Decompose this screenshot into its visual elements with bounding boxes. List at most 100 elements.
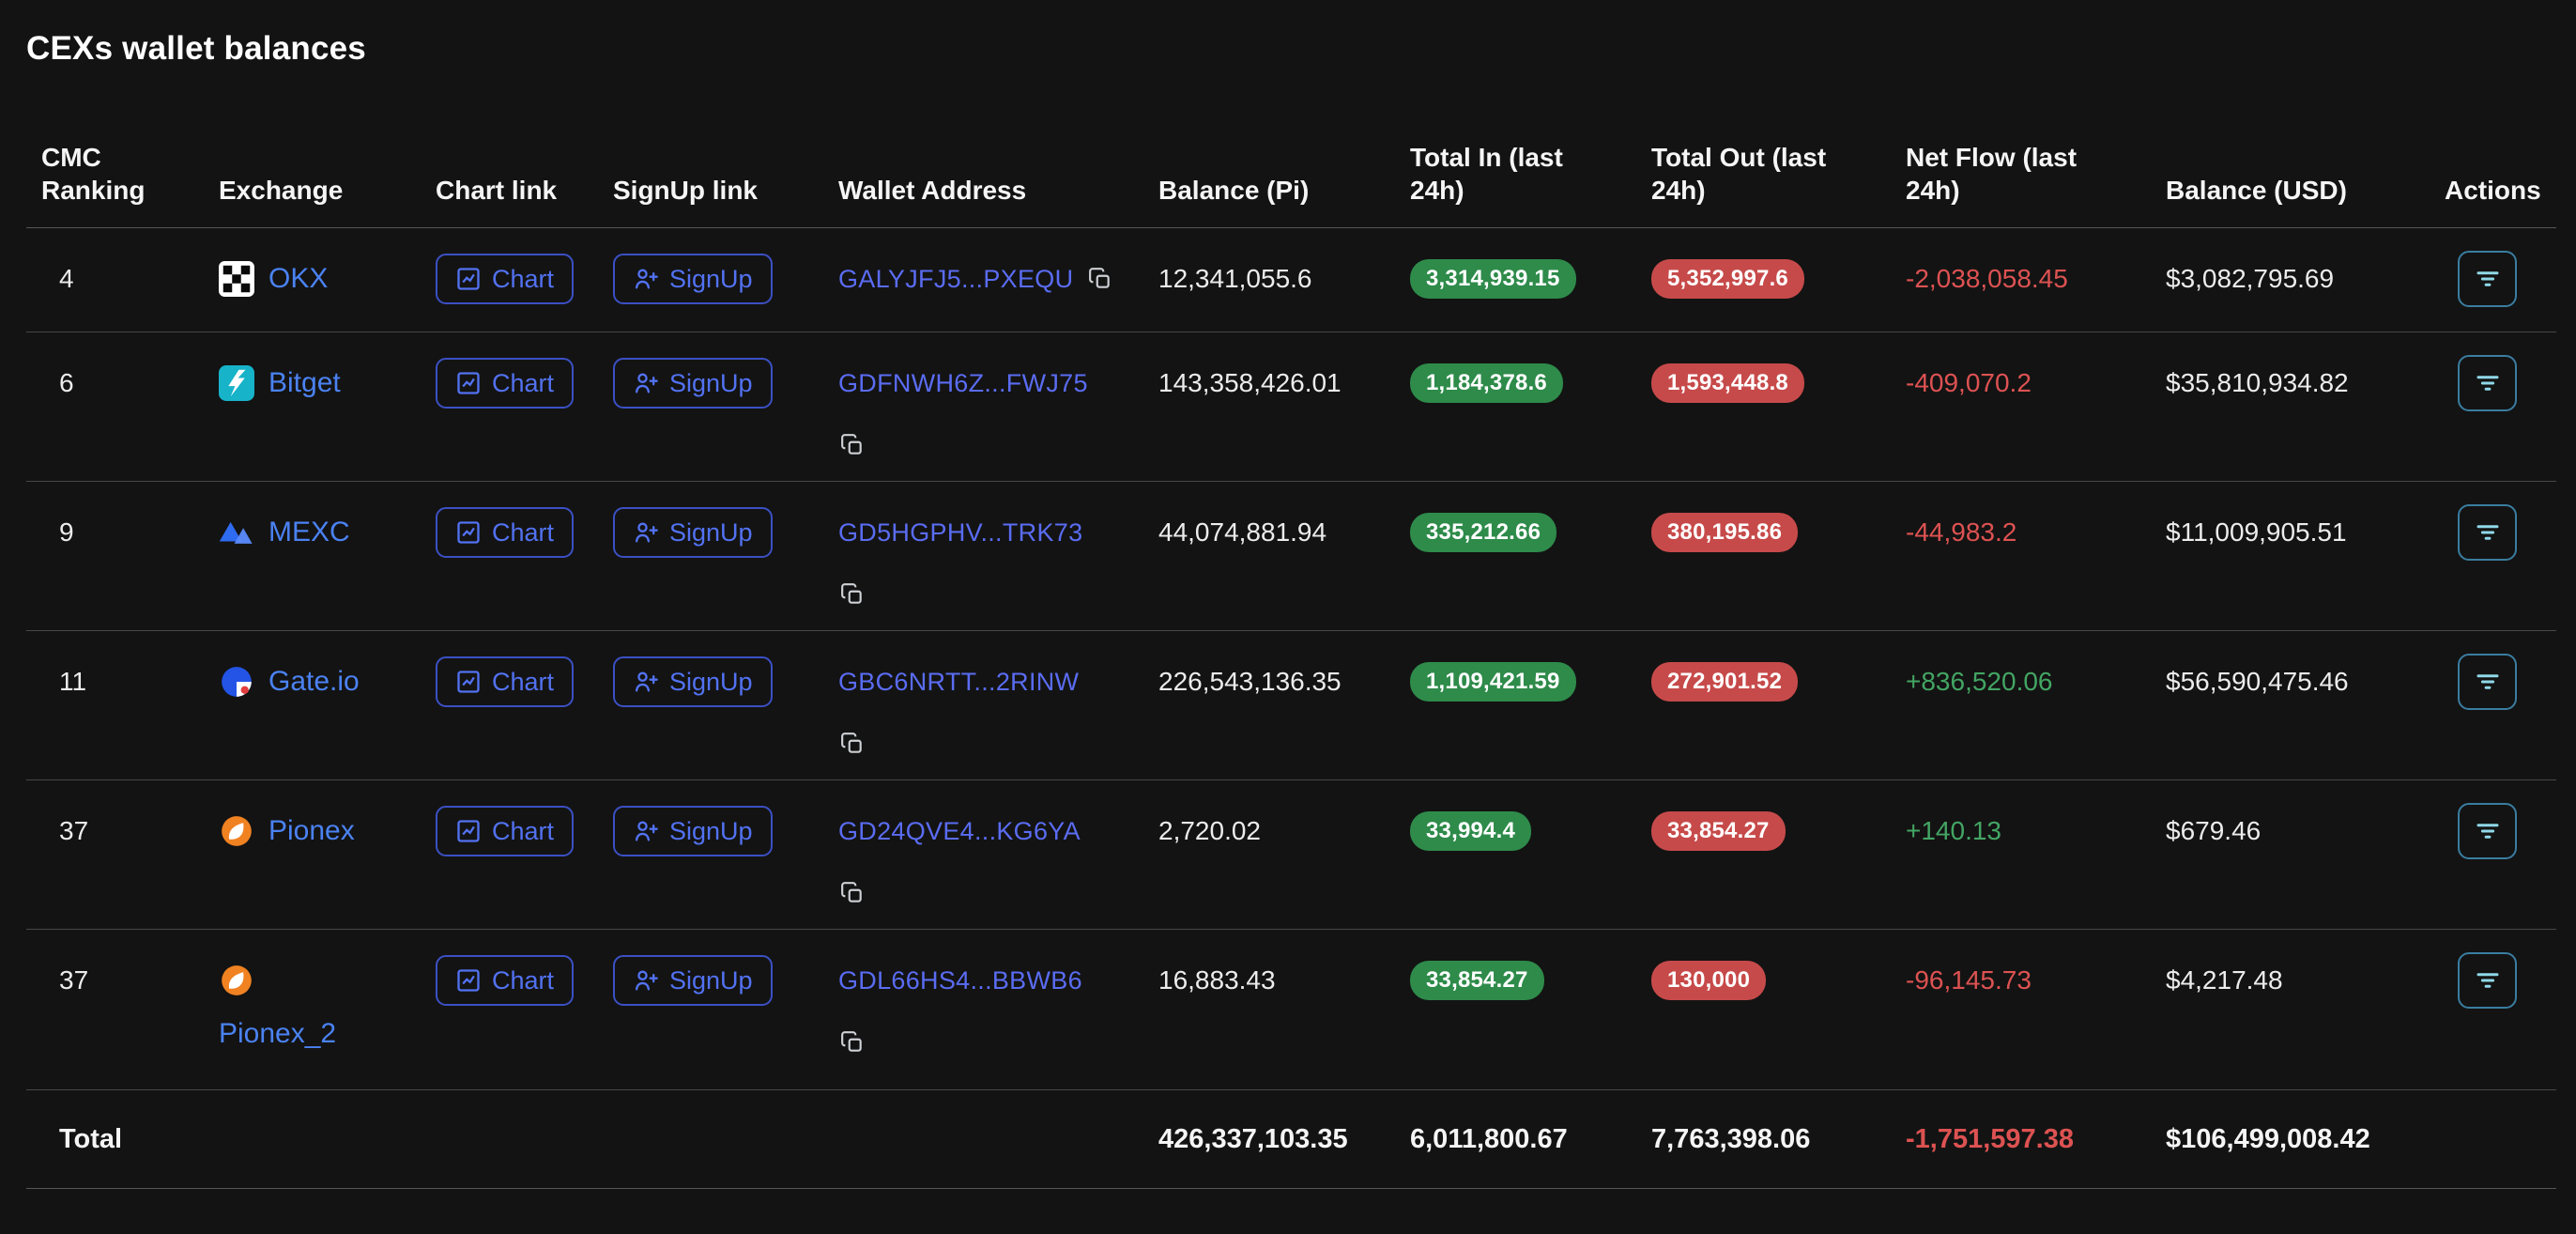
balance-usd-value: $11,009,905.51: [2166, 517, 2347, 547]
person-plus-icon: [635, 970, 658, 991]
total-in-badge: 33,854.27: [1410, 960, 1544, 1001]
mexc-logo-icon: [219, 515, 254, 550]
signup-link-cell: SignUp: [613, 930, 838, 1031]
wallet-address-link[interactable]: GDFNWH6Z...FWJ75: [838, 368, 1088, 397]
table-row: 11 Gate.io Chart SignUp GBC6NRTT...2RINW…: [26, 631, 2556, 780]
chart-link-cell: Chart: [436, 482, 613, 583]
column-header-cmc-ranking: CMC Ranking: [41, 143, 146, 205]
total-net-flow-value: -1,751,597.38: [1906, 1123, 2074, 1154]
total-balance-usd-value: $106,499,008.42: [2166, 1123, 2370, 1154]
actions-filter-button[interactable]: [2458, 803, 2517, 859]
rank-cell: 4: [26, 228, 219, 330]
copy-button[interactable]: [840, 732, 865, 756]
signup-button[interactable]: SignUp: [613, 507, 773, 558]
rank-value: 6: [59, 368, 74, 397]
signup-button[interactable]: SignUp: [613, 254, 773, 304]
net-flow-cell: +836,520.06: [1906, 631, 2166, 733]
exchange-link[interactable]: Pionex: [268, 815, 355, 846]
exchange-link[interactable]: Gate.io: [268, 666, 360, 697]
balance-usd-value: $35,810,934.82: [2166, 368, 2349, 397]
column-header-chart-link: Chart link: [436, 176, 558, 205]
signup-link-cell: SignUp: [613, 482, 838, 583]
copy-icon: [841, 434, 862, 455]
net-flow-value: -44,983.2: [1906, 517, 2017, 547]
total-out-badge: 33,854.27: [1651, 810, 1786, 852]
actions-filter-button[interactable]: [2458, 952, 2517, 1009]
chart-button[interactable]: Chart: [436, 656, 575, 707]
wallet-address-cell: GALYJFJ5...PXEQU: [838, 228, 1158, 330]
chart-button[interactable]: Chart: [436, 507, 575, 558]
chart-button-label: Chart: [492, 965, 555, 995]
net-flow-cell: -409,070.2: [1906, 332, 2166, 434]
actions-filter-button[interactable]: [2458, 355, 2517, 411]
exchange-link[interactable]: Pionex_2: [219, 1018, 337, 1049]
signup-button[interactable]: SignUp: [613, 656, 773, 707]
table-row: 9 MEXC Chart SignUp GD5HGPHV...TRK73 44,…: [26, 482, 2556, 631]
actions-filter-button[interactable]: [2458, 654, 2517, 710]
filter-icon: [2476, 824, 2498, 839]
total-out-badge: 272,901.52: [1651, 661, 1799, 702]
chart-button-label: Chart: [492, 667, 555, 696]
chart-button[interactable]: Chart: [436, 955, 575, 1006]
wallet-address-cell: GDL66HS4...BBWB6: [838, 930, 1158, 1061]
total-out-total-cell: 7,763,398.06: [1651, 1124, 1906, 1155]
exchange-cell: Pionex: [219, 780, 436, 882]
table-total-row: Total 426,337,103.35 6,011,800.67 7,763,…: [26, 1090, 2556, 1189]
actions-cell: [2445, 332, 2556, 434]
total-out-cell: 5,352,997.6: [1651, 228, 1906, 330]
chart-button[interactable]: Chart: [436, 254, 575, 304]
total-in-badge: 1,109,421.59: [1410, 661, 1576, 702]
wallet-address-link[interactable]: GD5HGPHV...TRK73: [838, 517, 1083, 547]
balance-usd-cell: $56,590,475.46: [2166, 631, 2445, 733]
balance-pi-value: 143,358,426.01: [1158, 368, 1342, 397]
wallet-address-cell: GBC6NRTT...2RINW: [838, 631, 1158, 763]
balance-pi-cell: 16,883.43: [1158, 930, 1410, 1031]
chart-link-cell: Chart: [436, 631, 613, 733]
chart-button[interactable]: Chart: [436, 358, 575, 409]
line-chart-icon: [457, 820, 480, 842]
total-label-cell: Total: [26, 1124, 219, 1155]
wallet-address-link[interactable]: GDL66HS4...BBWB6: [838, 965, 1082, 995]
total-in-cell: 33,854.27: [1410, 930, 1651, 1031]
copy-button[interactable]: [840, 881, 865, 905]
net-flow-value: -2,038,058.45: [1906, 264, 2068, 293]
cex-balances-table: CMC Ranking Exchange Chart link SignUp l…: [26, 98, 2556, 1189]
chart-link-cell: Chart: [436, 780, 613, 882]
line-chart-icon: [457, 268, 480, 290]
wallet-address-link[interactable]: GD24QVE4...KG6YA: [838, 816, 1081, 845]
exchange-link[interactable]: OKX: [268, 263, 329, 294]
copy-button[interactable]: [840, 1030, 865, 1055]
actions-filter-button[interactable]: [2458, 504, 2517, 561]
total-out-cell: 1,593,448.8: [1651, 332, 1906, 434]
copy-button[interactable]: [1088, 267, 1112, 291]
actions-cell: [2445, 228, 2556, 330]
signup-button[interactable]: SignUp: [613, 806, 773, 856]
exchange-link[interactable]: MEXC: [268, 517, 350, 548]
chart-link-cell: Chart: [436, 228, 613, 330]
copy-button[interactable]: [840, 433, 865, 457]
exchange-cell: MEXC: [219, 482, 436, 583]
signup-button[interactable]: SignUp: [613, 358, 773, 409]
actions-cell: [2445, 482, 2556, 583]
total-in-badge: 3,314,939.15: [1410, 258, 1576, 300]
total-in-badge: 335,212.66: [1410, 512, 1557, 553]
total-in-total-value: 6,011,800.67: [1410, 1123, 1568, 1154]
net-flow-value: +836,520.06: [1906, 667, 2053, 696]
exchange-cell: Gate.io: [219, 631, 436, 733]
rank-cell: 9: [26, 482, 219, 583]
actions-filter-button[interactable]: [2458, 251, 2517, 307]
copy-button[interactable]: [840, 582, 865, 607]
signup-button[interactable]: SignUp: [613, 955, 773, 1006]
rank-cell: 37: [26, 930, 219, 1031]
pionex-logo-icon: [219, 813, 254, 849]
wallet-address-link[interactable]: GBC6NRTT...2RINW: [838, 667, 1080, 696]
exchange-link[interactable]: Bitget: [268, 367, 341, 398]
wallet-address-link[interactable]: GALYJFJ5...PXEQU: [838, 264, 1074, 293]
total-out-badge: 5,352,997.6: [1651, 258, 1804, 300]
rank-value: 37: [59, 816, 89, 845]
table-row: 6 Bitget Chart SignUp GDFNWH6Z...FWJ75 1…: [26, 332, 2556, 482]
chart-button[interactable]: Chart: [436, 806, 575, 856]
bitget-logo-icon: [219, 365, 254, 401]
rank-value: 11: [59, 667, 87, 696]
wallet-address-cell: GD24QVE4...KG6YA: [838, 780, 1158, 912]
